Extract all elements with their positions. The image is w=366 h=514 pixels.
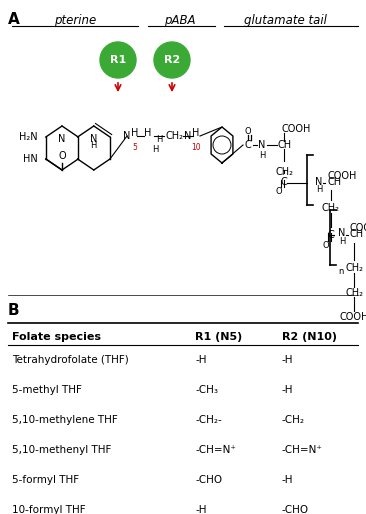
Text: HN: HN <box>23 154 38 164</box>
Text: -CH₃: -CH₃ <box>195 385 218 395</box>
Text: Tetrahydrofolate (THF): Tetrahydrofolate (THF) <box>12 355 129 365</box>
Text: -H: -H <box>282 355 294 365</box>
Text: CH₂: CH₂ <box>345 263 363 273</box>
Text: N: N <box>90 134 97 144</box>
Text: CH: CH <box>350 229 364 239</box>
Text: 5-formyl THF: 5-formyl THF <box>12 475 79 485</box>
Text: -CH₂: -CH₂ <box>282 415 305 425</box>
Circle shape <box>100 42 136 78</box>
Text: CH₂: CH₂ <box>345 288 363 298</box>
Text: COOH: COOH <box>350 223 366 233</box>
Text: H: H <box>339 237 345 246</box>
Text: COOH: COOH <box>282 124 311 134</box>
Circle shape <box>154 42 190 78</box>
Text: O: O <box>58 151 66 161</box>
Text: N: N <box>258 140 266 150</box>
Text: CH₂: CH₂ <box>322 203 340 213</box>
Text: COOH: COOH <box>339 312 366 322</box>
Text: -H: -H <box>282 385 294 395</box>
Text: CH: CH <box>327 177 341 187</box>
Text: C: C <box>281 177 287 187</box>
Text: H: H <box>156 136 163 144</box>
Text: H: H <box>259 151 265 159</box>
Text: R2: R2 <box>164 55 180 65</box>
Text: 5: 5 <box>132 143 138 152</box>
Text: N: N <box>184 131 191 141</box>
Text: N: N <box>338 228 346 238</box>
Text: R2 (N10): R2 (N10) <box>282 332 337 342</box>
Text: -CH=N⁺: -CH=N⁺ <box>195 445 236 455</box>
Text: -CH=N⁺: -CH=N⁺ <box>282 445 323 455</box>
Text: C: C <box>244 140 251 150</box>
Text: R1 (N5): R1 (N5) <box>195 332 242 342</box>
Text: 10-formyl THF: 10-formyl THF <box>12 505 86 514</box>
Text: -CH₂-: -CH₂- <box>195 415 222 425</box>
Text: H: H <box>316 185 322 194</box>
Text: -H: -H <box>282 475 294 485</box>
Text: n: n <box>338 267 343 276</box>
Text: 10: 10 <box>191 143 201 152</box>
Text: glutamate tail: glutamate tail <box>243 14 326 27</box>
Text: -CHO: -CHO <box>282 505 309 514</box>
Text: -H: -H <box>195 505 206 514</box>
Text: B: B <box>8 303 20 318</box>
Text: R1: R1 <box>110 55 126 65</box>
Text: N: N <box>315 177 323 187</box>
Text: 5,10-methenyl THF: 5,10-methenyl THF <box>12 445 111 455</box>
Text: CH₂: CH₂ <box>276 167 294 177</box>
Text: Folate species: Folate species <box>12 332 101 342</box>
Text: pterine: pterine <box>54 14 96 27</box>
Text: COOH: COOH <box>327 171 356 181</box>
Text: N: N <box>123 131 130 141</box>
Text: -CHO: -CHO <box>195 475 222 485</box>
Text: H₂N: H₂N <box>19 132 38 142</box>
Text: O: O <box>276 187 282 196</box>
Text: H: H <box>91 141 97 150</box>
Text: CH₂: CH₂ <box>165 131 183 141</box>
Text: -H: -H <box>195 355 206 365</box>
Text: 5-methyl THF: 5-methyl THF <box>12 385 82 395</box>
Text: N: N <box>58 134 66 144</box>
Text: CH: CH <box>278 140 292 150</box>
Text: H: H <box>144 128 152 138</box>
Text: H: H <box>152 145 158 155</box>
Text: C: C <box>328 230 335 240</box>
Text: pABA: pABA <box>164 14 196 27</box>
Text: O: O <box>245 127 251 137</box>
Text: O: O <box>323 241 329 250</box>
Text: 5,10-methylene THF: 5,10-methylene THF <box>12 415 118 425</box>
Text: H: H <box>131 128 139 138</box>
Text: H: H <box>192 128 200 138</box>
Text: A: A <box>8 12 20 27</box>
